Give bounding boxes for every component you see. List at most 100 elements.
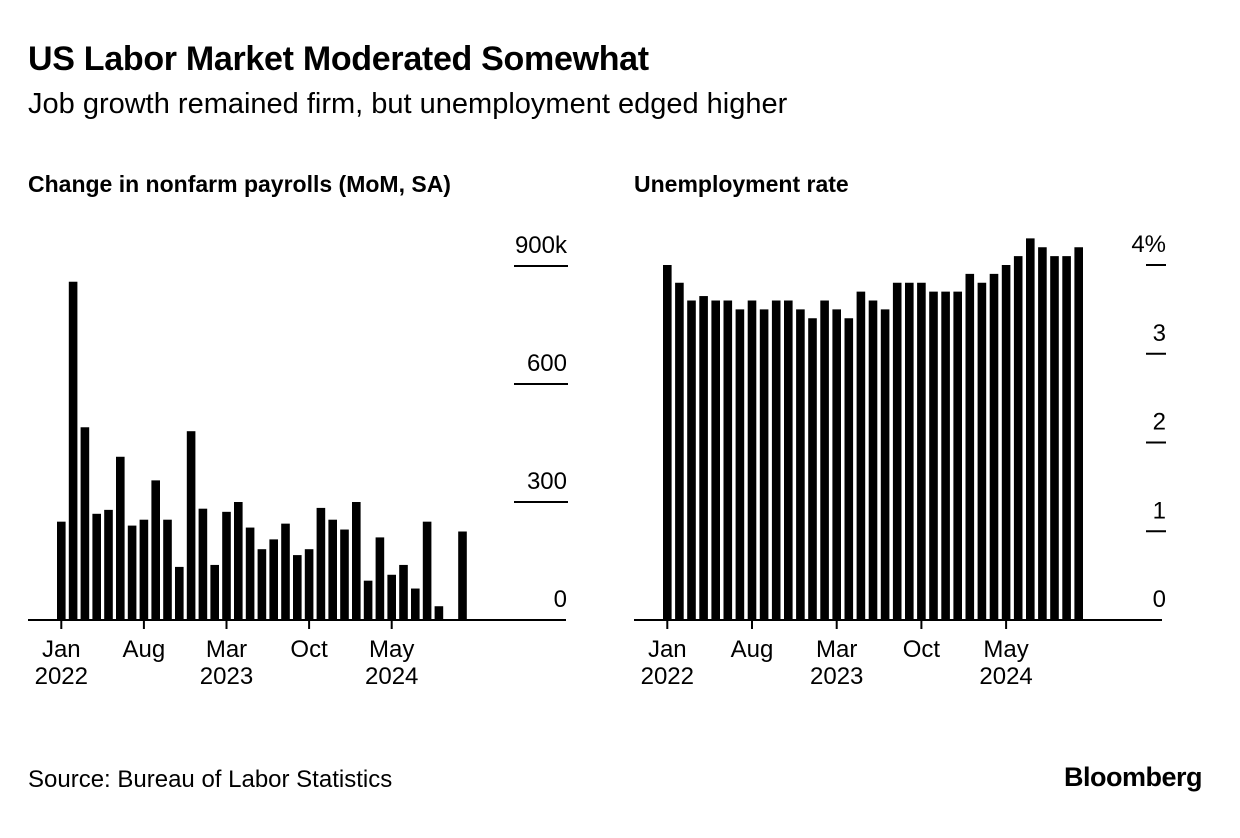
unemployment-bar-33 bbox=[1062, 256, 1071, 620]
unemployment-bar-17 bbox=[868, 300, 878, 620]
payrolls-ytick-label-600: 600 bbox=[527, 350, 567, 377]
payrolls-xtick-label-may: May bbox=[369, 636, 414, 663]
payrolls-bar-1 bbox=[68, 281, 78, 620]
unemployment-bar-23 bbox=[941, 291, 950, 620]
payrolls-bar-10 bbox=[175, 566, 184, 620]
unemployment-bar-6 bbox=[735, 309, 745, 620]
unemployment-xtick-label-oct: Oct bbox=[903, 636, 941, 663]
unemployment-panel-title: Unemployment rate bbox=[634, 171, 849, 197]
payrolls-bar-29 bbox=[399, 564, 408, 620]
unemployment-bar-22 bbox=[929, 291, 938, 620]
unemployment-bar-15 bbox=[844, 318, 854, 620]
unemployment-bar-0 bbox=[663, 265, 672, 620]
payrolls-bar-13 bbox=[210, 564, 219, 620]
payrolls-bar-20 bbox=[293, 555, 302, 620]
unemployment-ytick-label-4: 4% bbox=[1131, 231, 1166, 258]
payrolls-xtick-year-2022: 2022 bbox=[35, 663, 88, 690]
unemployment-xtick-label-aug: Aug bbox=[731, 636, 774, 663]
payrolls-bar-8 bbox=[151, 480, 160, 620]
payrolls-panel-title: Change in nonfarm payrolls (MoM, SA) bbox=[28, 171, 451, 197]
payrolls-bar-5 bbox=[116, 456, 125, 620]
payrolls-bar-6 bbox=[127, 525, 137, 620]
payrolls-bar-26 bbox=[363, 580, 373, 620]
unemployment-bar-13 bbox=[820, 300, 829, 620]
unemployment-bar-8 bbox=[759, 309, 769, 620]
payrolls-bar-25 bbox=[352, 502, 361, 620]
payrolls-bar-18 bbox=[269, 539, 278, 620]
unemployment-bar-29 bbox=[1013, 256, 1023, 620]
chart-subtitle: Job growth remained firm, but unemployme… bbox=[28, 88, 788, 120]
payrolls-bar-9 bbox=[163, 519, 172, 620]
source-note: Source: Bureau of Labor Statistics bbox=[28, 766, 393, 793]
unemployment-xtick-label-may: May bbox=[983, 636, 1028, 663]
unemployment-bar-4 bbox=[711, 300, 720, 620]
payrolls-xtick-label-aug: Aug bbox=[123, 636, 166, 663]
payrolls-bar-21 bbox=[304, 549, 314, 620]
payrolls-bar-31 bbox=[422, 521, 432, 620]
payrolls-bar-11 bbox=[186, 431, 196, 620]
unemployment-bar-9 bbox=[771, 300, 781, 620]
payrolls-bar-12 bbox=[198, 508, 208, 620]
unemployment-bar-5 bbox=[723, 300, 733, 620]
payrolls-bar-15 bbox=[234, 502, 243, 620]
unemployment-xtick-label-mar: Mar bbox=[816, 636, 857, 663]
payrolls-bar-4 bbox=[104, 509, 113, 620]
unemployment-bar-21 bbox=[917, 282, 926, 620]
unemployment-bar-34 bbox=[1074, 247, 1083, 620]
payrolls-bar-3 bbox=[92, 513, 101, 620]
payrolls-xtick-year-2023: 2023 bbox=[200, 663, 253, 690]
unemployment-bar-1 bbox=[675, 282, 684, 620]
unemployment-ytick-label-1: 1 bbox=[1153, 497, 1166, 524]
payrolls-ytick-label-300: 300 bbox=[527, 468, 567, 495]
unemployment-bar-19 bbox=[892, 282, 902, 620]
unemployment-xtick-year-2023: 2023 bbox=[810, 663, 863, 690]
unemployment-bar-14 bbox=[832, 309, 841, 620]
unemployment-ytick-label-3: 3 bbox=[1153, 320, 1166, 347]
payrolls-bar-30 bbox=[411, 588, 420, 620]
payrolls-bar-14 bbox=[222, 511, 231, 620]
unemployment-bar-32 bbox=[1050, 256, 1059, 620]
payrolls-xtick-year-2024: 2024 bbox=[365, 663, 418, 690]
unemployment-bar-3 bbox=[699, 296, 708, 620]
unemployment-bar-27 bbox=[989, 273, 999, 620]
unemployment-bar-25 bbox=[965, 273, 975, 620]
unemployment-bar-20 bbox=[905, 282, 914, 620]
payrolls-bar-32 bbox=[434, 606, 444, 620]
unemployment-bar-11 bbox=[796, 309, 805, 620]
unemployment-xtick-year-2022: 2022 bbox=[641, 663, 694, 690]
payrolls-bar-24 bbox=[340, 529, 349, 620]
unemployment-bar-2 bbox=[687, 300, 696, 620]
unemployment-bar-16 bbox=[856, 291, 866, 620]
unemployment-bar-18 bbox=[880, 309, 890, 620]
unemployment-bar-24 bbox=[953, 291, 962, 620]
payrolls-bar-23 bbox=[328, 519, 337, 620]
unemployment-bar-7 bbox=[747, 300, 757, 620]
payrolls-ytick-label-0: 0 bbox=[554, 586, 567, 613]
payrolls-ytick-label-900: 900k bbox=[515, 232, 568, 259]
unemployment-bar-30 bbox=[1026, 238, 1035, 620]
payrolls-xtick-label-oct: Oct bbox=[290, 636, 328, 663]
payrolls-bar-17 bbox=[257, 549, 267, 620]
payrolls-bar-2 bbox=[80, 427, 90, 620]
unemployment-ytick-label-0: 0 bbox=[1153, 586, 1166, 613]
unemployment-bar-12 bbox=[808, 318, 817, 620]
unemployment-xtick-label-jan: Jan bbox=[648, 636, 687, 663]
payrolls-bar-16 bbox=[245, 527, 255, 620]
payrolls-bar-0 bbox=[57, 521, 66, 620]
payrolls-xtick-label-mar: Mar bbox=[206, 636, 247, 663]
unemployment-xtick-year-2024: 2024 bbox=[979, 663, 1032, 690]
payrolls-bar-22 bbox=[316, 507, 326, 620]
unemployment-bar-26 bbox=[977, 282, 987, 620]
payrolls-bar-28 bbox=[387, 574, 396, 620]
unemployment-bar-10 bbox=[784, 300, 793, 620]
payrolls-bar-27 bbox=[375, 537, 385, 620]
unemployment-bar-28 bbox=[1001, 265, 1011, 620]
unemployment-bar-31 bbox=[1038, 247, 1047, 620]
chart-title: US Labor Market Moderated Somewhat bbox=[28, 40, 649, 78]
payrolls-bar-7 bbox=[139, 519, 149, 620]
bloomberg-logo: Bloomberg bbox=[1063, 762, 1203, 792]
payrolls-xtick-label-jan: Jan bbox=[42, 636, 81, 663]
payrolls-bar-19 bbox=[281, 523, 290, 620]
payrolls-bar-34 bbox=[458, 531, 467, 620]
